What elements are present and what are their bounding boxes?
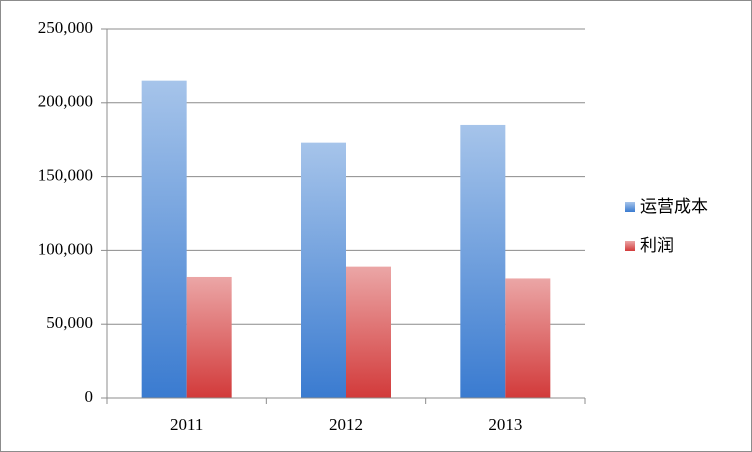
- bar: [346, 266, 391, 398]
- y-tick-label: 0: [85, 387, 94, 406]
- y-tick-label: 100,000: [38, 239, 93, 258]
- x-tick-label: 2012: [329, 415, 363, 434]
- y-tick-label: 200,000: [38, 92, 93, 111]
- legend-label: 运营成本: [640, 197, 708, 217]
- x-tick-label: 2011: [170, 415, 203, 434]
- legend-swatch: [625, 241, 635, 251]
- y-tick-label: 250,000: [38, 18, 93, 37]
- bar: [301, 142, 346, 398]
- bar: [141, 80, 187, 398]
- bar: [186, 276, 232, 398]
- y-tick-label: 150,000: [38, 166, 93, 185]
- y-tick-label: 50,000: [46, 313, 93, 332]
- bar: [505, 278, 551, 398]
- legend-swatch: [625, 202, 635, 212]
- x-tick-label: 2013: [488, 415, 522, 434]
- legend-label: 利润: [640, 236, 674, 256]
- bar: [460, 124, 506, 398]
